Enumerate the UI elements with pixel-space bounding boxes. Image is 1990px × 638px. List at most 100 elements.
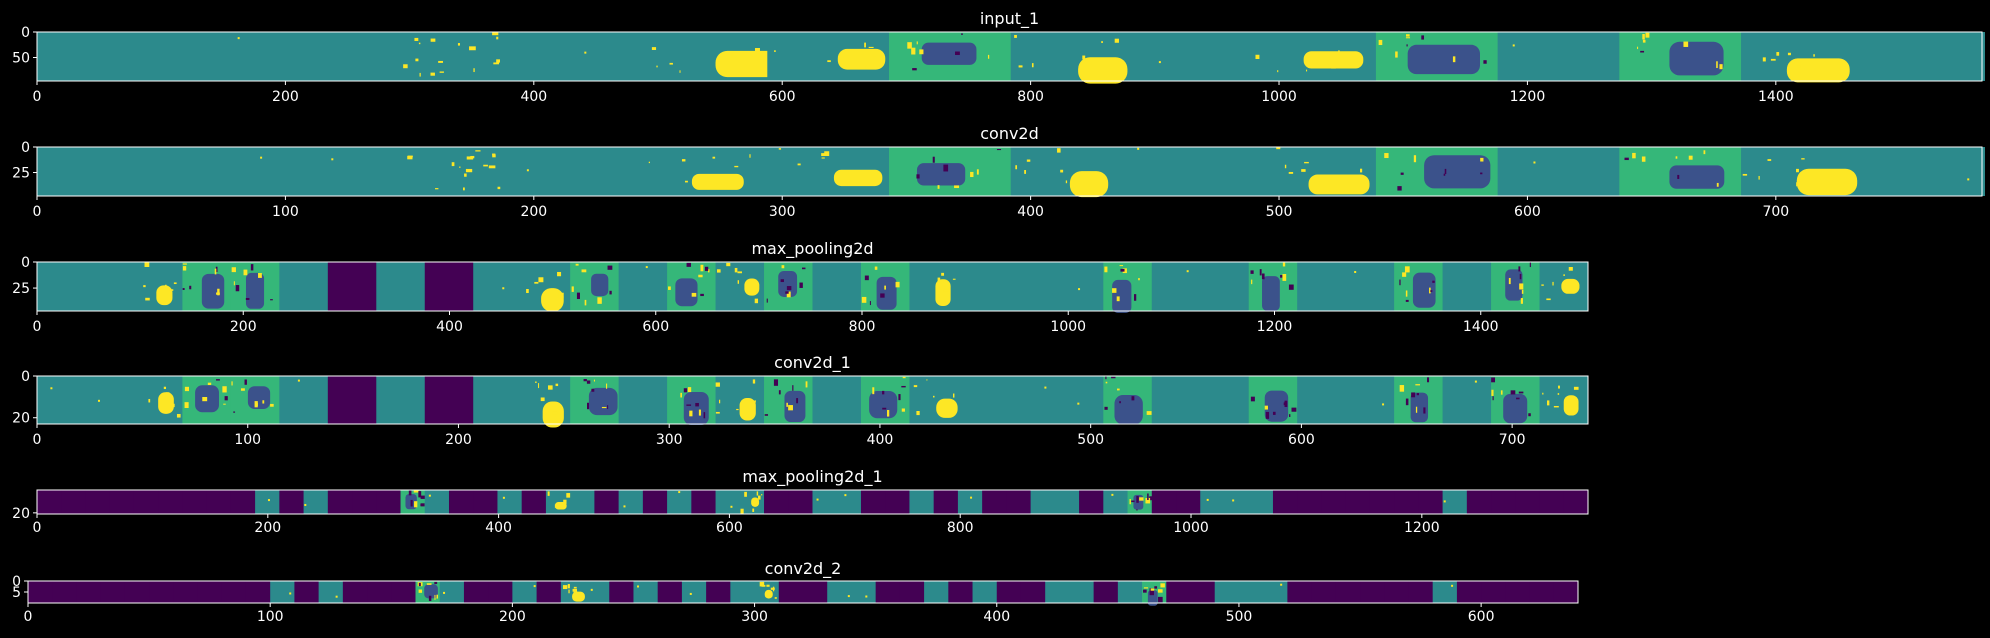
y-tick-label: 20 — [12, 411, 30, 427]
tile-background — [61, 490, 86, 514]
tile-background — [681, 581, 707, 603]
speckle — [262, 400, 265, 404]
speckle — [573, 586, 577, 589]
feature-tile — [28, 581, 53, 603]
feature-tile — [85, 490, 111, 514]
feature-tile — [402, 147, 525, 196]
speckle — [459, 166, 461, 168]
tile-background — [851, 581, 877, 603]
feature-tile — [1418, 490, 1444, 514]
speckle — [473, 68, 475, 73]
speckle — [207, 382, 212, 386]
tile-background — [1442, 262, 1492, 311]
speckle — [874, 266, 878, 270]
speckle — [730, 505, 733, 508]
speckle — [555, 383, 559, 387]
speckle — [1384, 153, 1389, 159]
feature-tile — [280, 32, 403, 81]
dark-blob — [876, 276, 897, 310]
speckle — [1291, 407, 1297, 412]
speckle — [1677, 174, 1680, 179]
feature-tile — [158, 147, 281, 196]
panel-conv2d_2: conv2d_2 0 100 200 300 400 500 600 05 — [12, 559, 1579, 625]
dark-blob — [591, 273, 609, 297]
x-tick-label: 300 — [741, 609, 768, 625]
panel-frame — [36, 489, 1589, 515]
speckle — [1111, 493, 1114, 496]
speckle — [270, 299, 273, 301]
speckle — [1289, 414, 1291, 418]
feature-tile — [523, 32, 647, 81]
tile-background — [618, 262, 668, 311]
y-tick-label: 0 — [21, 369, 30, 385]
speckle — [1405, 299, 1409, 302]
tile-background — [1442, 490, 1468, 514]
speckle — [802, 267, 806, 270]
feature-tile — [318, 581, 344, 603]
feature-tile — [1529, 581, 1555, 603]
speckle — [214, 268, 217, 275]
feature-tile — [133, 490, 159, 514]
tile-background — [424, 490, 450, 514]
speckle — [244, 379, 247, 385]
feature-tile — [37, 376, 86, 424]
feature-tile — [1200, 376, 1250, 424]
feature-tile — [1054, 262, 1104, 311]
feature-tile — [279, 262, 329, 311]
tile-background — [836, 490, 862, 514]
speckle — [534, 281, 539, 284]
speckle — [235, 285, 240, 292]
speckle — [1518, 391, 1524, 394]
speckle — [165, 392, 170, 398]
speckle — [1443, 500, 1446, 503]
feature-tile — [1335, 581, 1361, 603]
feature-tile — [909, 376, 959, 424]
speckle — [1133, 294, 1137, 301]
speckle — [215, 266, 218, 273]
tile-background — [1030, 490, 1056, 514]
feature-tile — [1384, 581, 1409, 603]
speckle — [1026, 159, 1031, 162]
tile-background — [85, 262, 135, 311]
speckle — [1014, 34, 1017, 38]
speckle — [1104, 406, 1108, 410]
feature-tile — [488, 581, 513, 603]
feature-tile — [803, 581, 828, 603]
speckle — [1404, 266, 1410, 273]
bright-blob — [158, 392, 174, 414]
speckle — [726, 262, 731, 267]
tile-background — [158, 490, 183, 514]
tile-background — [1176, 490, 1201, 514]
tile-background — [899, 581, 925, 603]
feature-tile — [173, 581, 199, 603]
speckle — [1265, 411, 1270, 419]
speckle — [668, 286, 671, 290]
feature-tile — [767, 147, 890, 196]
feature-tile — [739, 490, 765, 514]
feature-tile — [1176, 490, 1201, 514]
feature-tile — [618, 490, 644, 514]
feature-tile — [1741, 147, 1864, 196]
speckle — [143, 285, 146, 288]
tile-background — [1311, 581, 1337, 603]
tile-background — [473, 262, 523, 311]
speckle — [1138, 278, 1140, 281]
tile-background — [909, 262, 959, 311]
feature-tile — [1010, 32, 1133, 84]
speckle — [669, 62, 673, 65]
tile-background — [376, 376, 426, 424]
tile-background — [255, 490, 280, 514]
panel-conv2d: conv2d 0 100 200 300 400 500 600 700 0 25 — [12, 124, 1985, 220]
feature-tile — [1093, 581, 1119, 603]
feature-tile — [1254, 147, 1377, 196]
tile-background — [764, 490, 789, 514]
feature-tile — [1442, 376, 1492, 424]
speckle — [952, 278, 956, 280]
feature-tile — [1248, 376, 1298, 424]
speckle — [943, 164, 949, 172]
speckle — [475, 150, 481, 152]
feature-tile — [1287, 581, 1313, 603]
speckle — [1516, 397, 1520, 400]
dark-blob — [869, 390, 898, 419]
speckle — [911, 47, 916, 55]
